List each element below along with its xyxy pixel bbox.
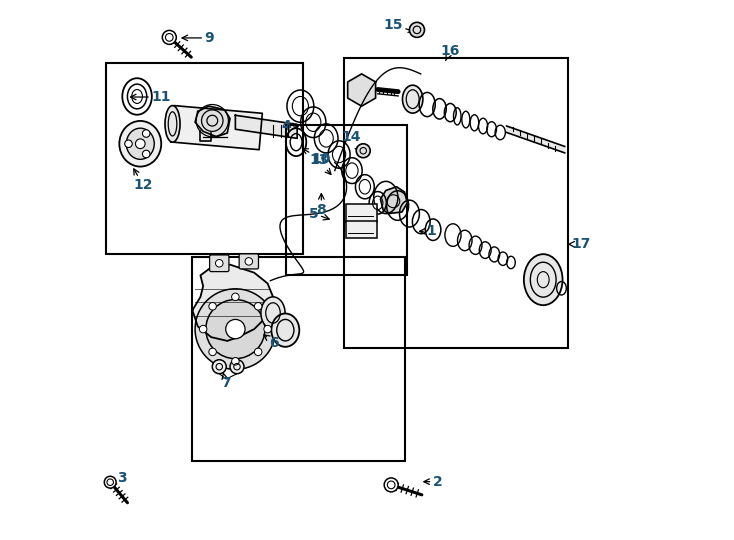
Circle shape <box>232 357 239 365</box>
Polygon shape <box>236 115 297 138</box>
Text: 15: 15 <box>383 18 414 32</box>
Circle shape <box>136 139 145 148</box>
Circle shape <box>255 348 262 356</box>
Circle shape <box>142 130 150 137</box>
Bar <box>106 63 302 254</box>
Circle shape <box>226 320 245 339</box>
FancyBboxPatch shape <box>346 221 377 238</box>
Circle shape <box>209 302 217 310</box>
Text: 1: 1 <box>420 224 436 238</box>
Circle shape <box>162 30 176 44</box>
Text: 3: 3 <box>117 471 126 485</box>
Circle shape <box>125 140 132 147</box>
Circle shape <box>104 476 116 488</box>
Circle shape <box>212 360 226 374</box>
Polygon shape <box>506 126 564 153</box>
Text: 14: 14 <box>341 130 360 152</box>
Polygon shape <box>192 265 273 341</box>
Circle shape <box>206 300 265 359</box>
Ellipse shape <box>524 254 562 305</box>
Polygon shape <box>171 106 262 150</box>
Circle shape <box>230 360 244 374</box>
Circle shape <box>232 293 239 301</box>
Text: 2: 2 <box>424 475 443 489</box>
Ellipse shape <box>126 128 154 159</box>
Circle shape <box>264 325 272 333</box>
Ellipse shape <box>261 297 285 329</box>
Ellipse shape <box>165 106 180 142</box>
Ellipse shape <box>272 314 299 347</box>
Circle shape <box>245 258 252 265</box>
Circle shape <box>255 302 262 310</box>
Circle shape <box>200 325 207 333</box>
Text: 9: 9 <box>182 31 214 45</box>
Text: 5: 5 <box>309 207 330 221</box>
Circle shape <box>209 348 217 356</box>
Polygon shape <box>348 74 376 106</box>
Ellipse shape <box>402 85 423 113</box>
Circle shape <box>142 150 150 158</box>
Text: 7: 7 <box>221 373 230 390</box>
Text: 16: 16 <box>440 44 460 60</box>
FancyBboxPatch shape <box>210 255 229 272</box>
Bar <box>286 125 407 275</box>
FancyBboxPatch shape <box>239 254 258 269</box>
Text: 13: 13 <box>309 153 331 174</box>
Text: 8: 8 <box>316 194 326 217</box>
Polygon shape <box>380 187 407 214</box>
Text: 17: 17 <box>568 237 591 251</box>
Text: 10: 10 <box>302 148 331 166</box>
Circle shape <box>216 260 223 267</box>
Circle shape <box>195 289 276 369</box>
Circle shape <box>356 144 370 158</box>
Circle shape <box>410 22 424 37</box>
Text: 12: 12 <box>134 169 153 192</box>
Text: 6: 6 <box>264 335 279 349</box>
Ellipse shape <box>120 121 161 166</box>
Circle shape <box>384 478 398 492</box>
Bar <box>192 256 404 461</box>
Text: 11: 11 <box>131 90 170 104</box>
Polygon shape <box>195 106 230 137</box>
Text: 4: 4 <box>281 119 298 133</box>
FancyBboxPatch shape <box>346 205 377 221</box>
